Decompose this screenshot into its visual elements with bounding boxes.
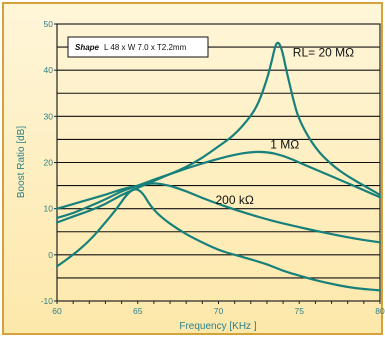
y-tick-label: 20 [44,158,54,168]
x-tick-label: 65 [133,306,143,316]
annotations: RL= 20 MΩ 1 MΩ 200 kΩ [215,45,354,207]
y-tick-label: 40 [44,65,54,75]
x-tick-label: 60 [52,306,62,316]
shape-box-frame [67,36,209,58]
x-tick-label: 80 [375,306,385,316]
chart-panel [2,2,383,335]
series-line [55,182,382,244]
y-tick-label: -10 [41,296,54,306]
shape-box-label: Shape [75,43,100,52]
y-tick-label: 0 [48,250,53,260]
y-tick-label: 50 [44,19,54,29]
y-tick-label: 10 [44,204,54,214]
plot-frame [56,23,381,302]
y-axis-title: Boost Ratio [dB] [16,126,27,198]
shape-box-dimensions: L 48 x W 7.0 x T2.2mm [104,43,187,52]
grid-lines [54,23,381,304]
x-tick-labels: 60 65 70 75 80 [52,306,385,316]
series-line [55,41,382,224]
series-annotation: RL= 20 MΩ [293,45,354,59]
x-tick-label: 75 [295,306,305,316]
y-tick-labels: 50 40 30 20 10 0 -10 [41,19,54,306]
series-lines [55,41,382,292]
series-line [55,188,382,292]
series-annotation: 1 MΩ [270,138,299,152]
series-annotation: 200 kΩ [215,193,253,207]
x-tick-label: 70 [214,306,224,316]
y-tick-label: 30 [44,111,54,121]
series-line [55,150,382,219]
shape-box: Shape L 48 x W 7.0 x T2.2mm [67,36,209,58]
x-axis-title: Frequency [KHz ] [179,321,256,332]
